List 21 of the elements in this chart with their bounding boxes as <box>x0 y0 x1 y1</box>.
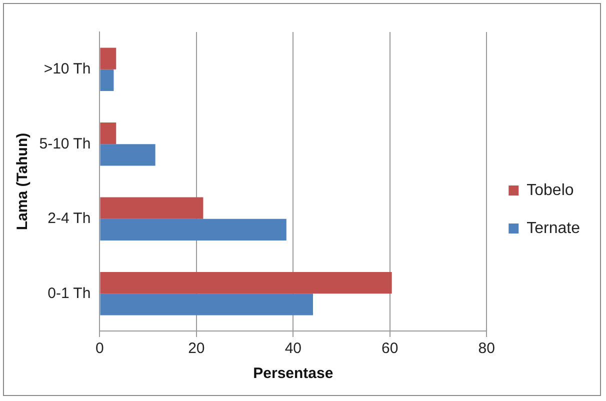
x-tick-label: 60 <box>382 340 398 358</box>
y-tick-label: 2-4 Th <box>48 210 91 228</box>
bar <box>100 218 286 241</box>
y-tick-label: >10 Th <box>44 60 91 78</box>
y-tick-label: 0-1 Th <box>48 284 91 302</box>
bar <box>100 272 392 294</box>
bar <box>100 69 114 92</box>
y-axis-title: Lama (Tahun) <box>14 132 32 230</box>
x-tick-label: 40 <box>284 340 302 358</box>
bar <box>100 122 116 144</box>
x-tick-label: 80 <box>478 340 495 358</box>
bar <box>100 197 204 219</box>
legend-label: Tobelo <box>526 182 574 199</box>
bar <box>100 48 116 70</box>
legend-label: Ternate <box>526 220 580 237</box>
x-axis-title: Persentase <box>253 365 334 382</box>
bar <box>100 144 156 166</box>
x-tick-label: 0 <box>96 340 104 358</box>
bar <box>100 294 313 316</box>
y-tick-label: 5-10 Th <box>39 135 91 152</box>
x-tick-label: 20 <box>188 340 205 358</box>
